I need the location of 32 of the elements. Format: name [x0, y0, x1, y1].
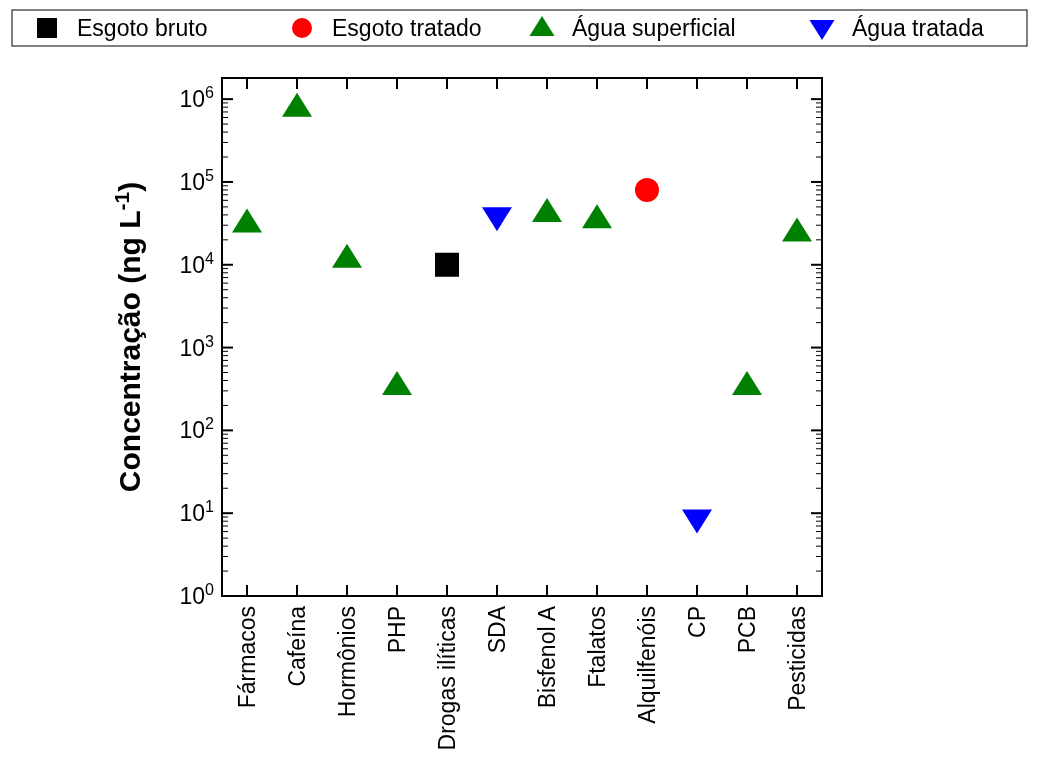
y-tick-label: 10$^{1}$	[179, 497, 215, 527]
x-tick-label: Drogas ilíticas	[434, 606, 460, 751]
x-tick-label: CP	[684, 606, 710, 638]
point	[332, 243, 362, 268]
x-tick-label: Bisfenol A	[534, 605, 560, 709]
y-tick-label: 10$^{3}$	[179, 331, 215, 361]
x-tick-label: Cafeína	[284, 605, 310, 687]
y-tick-label: 10$^{0}$	[179, 580, 215, 609]
legend-label: Esgoto bruto	[77, 15, 208, 41]
x-tick-label: PCB	[734, 606, 760, 654]
x-tick-label: Hormônios	[334, 606, 360, 718]
y-tick-label: 10$^{6}$	[179, 83, 215, 113]
y-tick-label: 10$^{2}$	[179, 414, 215, 444]
point	[232, 208, 262, 233]
x-tick-label: Ftalatos	[584, 606, 610, 688]
point	[282, 92, 312, 117]
point	[532, 197, 562, 222]
point	[732, 370, 762, 395]
legend-label: Esgoto tratado	[332, 15, 482, 41]
point	[582, 204, 612, 229]
point	[782, 217, 812, 242]
y-tick-label: 10$^{4}$	[179, 248, 215, 278]
point	[382, 370, 412, 395]
legend-label: Água superficial	[572, 15, 736, 41]
y-tick-label: 10$^{5}$	[179, 165, 215, 195]
x-tick-label: SDA	[484, 605, 510, 654]
x-tick-label: Alquilfenóis	[634, 606, 660, 724]
x-tick-label: Fármacos	[234, 606, 260, 709]
legend-label: Água tratada	[852, 15, 984, 41]
x-tick-label: PHP	[384, 606, 410, 654]
x-tick-label: Pesticidas	[784, 606, 810, 711]
point	[635, 177, 659, 202]
